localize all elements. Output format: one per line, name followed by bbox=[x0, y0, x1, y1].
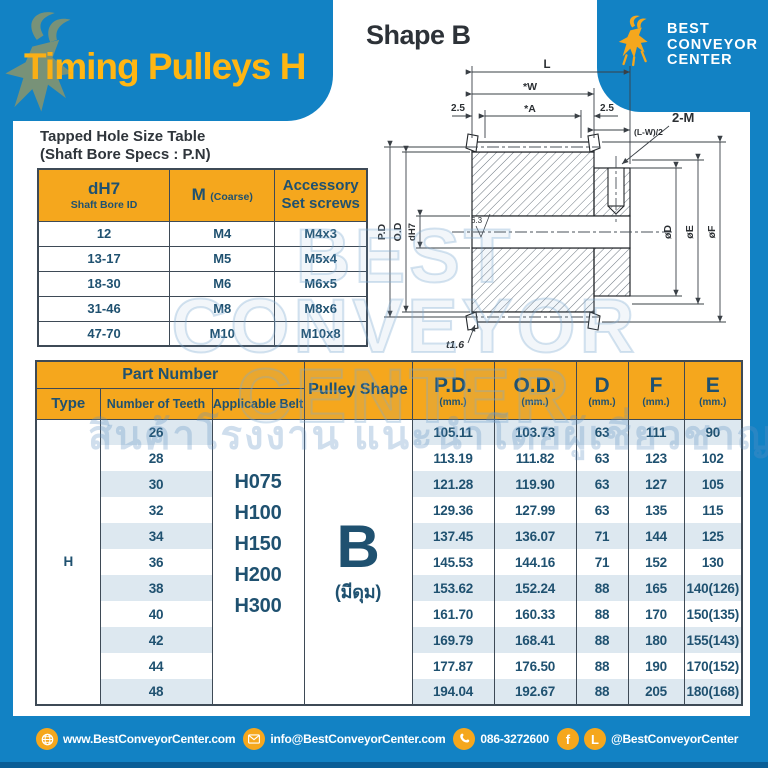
tapped-hole-size-table: dH7 Shaft Bore ID M (Coarse) Accessory S… bbox=[37, 168, 368, 347]
table-row: 12 M4 M4x3 bbox=[37, 220, 368, 247]
dim-l-label: L bbox=[543, 59, 550, 71]
table-row: 30 121.28 119.90 63 127 105 bbox=[36, 471, 743, 497]
pulley-spec-table: Part Number Pulley Shape P.D. (mm.) O.D.… bbox=[35, 360, 744, 706]
table-row: 28 113.19 111.82 63 123 102 bbox=[36, 445, 743, 471]
table-row: H 26 H075 H100 H150 H200 H300 B (มีดุม) … bbox=[35, 419, 743, 705]
line-icon: L bbox=[583, 728, 606, 750]
title-block: Timing Pulleys H bbox=[0, 0, 333, 121]
table-row: 44 177.87 176.50 88 190 170(152) bbox=[36, 653, 743, 679]
envelope-icon bbox=[243, 728, 266, 750]
logo-line-2: CONVEYOR bbox=[667, 36, 758, 53]
tapped-header-thread: M (Coarse) bbox=[169, 168, 276, 222]
logo-block: BEST CONVEYOR CENTER bbox=[597, 0, 768, 112]
logo-wordmark: BEST CONVEYOR CENTER bbox=[667, 21, 758, 69]
pitch-dia-label: P.D bbox=[376, 224, 388, 241]
right-frame-strip bbox=[750, 0, 768, 768]
table-row: 36 145.53 144.16 71 152 130 bbox=[36, 549, 743, 575]
table-row: 47-70 M10 M10x8 bbox=[37, 320, 368, 347]
table-row: 32 129.36 127.99 63 135 115 bbox=[36, 497, 743, 523]
phone-icon bbox=[453, 728, 476, 750]
surface-finish-label: 6.3 bbox=[471, 216, 483, 225]
type-header: Type bbox=[35, 388, 101, 420]
d-header: D (mm.) bbox=[575, 361, 629, 420]
footer-website: www.BestConveyorCenter.com bbox=[36, 728, 236, 750]
pulley-cross-section-diagram: L *W *A 2.5 2.5 (L-W)/2 2-M P.D O.D dH7 … bbox=[376, 59, 726, 351]
facebook-icon: f bbox=[556, 728, 579, 750]
logo-line-1: BEST bbox=[667, 21, 710, 37]
contact-footer: www.BestConveyorCenter.com info@BestConv… bbox=[0, 716, 768, 768]
f-header: F (mm.) bbox=[627, 361, 685, 420]
e-header: E (mm.) bbox=[683, 361, 743, 420]
tapped-table-title-line1: Tapped Hole Size Table bbox=[40, 128, 206, 145]
dia-e-label: øE bbox=[684, 225, 696, 238]
pulley-shape-header: Pulley Shape bbox=[303, 361, 413, 420]
belt-values-cell: H075 H100 H150 H200 H300 bbox=[211, 419, 305, 705]
logo-line-3: CENTER bbox=[667, 52, 733, 69]
part-number-header: Part Number bbox=[35, 361, 305, 389]
left-frame-strip bbox=[0, 0, 13, 768]
od-header: O.D. (mm.) bbox=[493, 361, 577, 420]
tapped-table-title-line2: (Shaft Bore Specs : P.N) bbox=[40, 146, 211, 164]
dim-w-label: *W bbox=[523, 81, 537, 93]
table-row: 13-17 M5 M5x4 bbox=[37, 245, 368, 272]
table-row: 18-30 M6 M6x5 bbox=[37, 270, 368, 297]
tapped-hole-label: 2-M bbox=[672, 110, 694, 125]
type-value-cell: H bbox=[35, 419, 101, 705]
flange-thickness-label: t1.6 bbox=[446, 339, 464, 351]
dim-a-label: *A bbox=[524, 103, 536, 115]
footer-email: info@BestConveyorCenter.com bbox=[243, 728, 446, 750]
footer-phone: 086-3272600 bbox=[453, 728, 549, 750]
pd-header: P.D. (mm.) bbox=[411, 361, 495, 420]
dia-d-label: øD bbox=[662, 225, 674, 239]
globe-icon bbox=[36, 728, 58, 750]
page-title: Timing Pulleys H bbox=[24, 46, 306, 87]
bore-dia-label: dH7 bbox=[407, 223, 418, 241]
goat-logo-icon bbox=[618, 15, 648, 67]
teeth-header: Number of Teeth bbox=[99, 388, 213, 420]
footer-bottom-strip bbox=[0, 762, 768, 768]
dia-f-label: øF bbox=[706, 225, 718, 238]
belt-header: Applicable Belt bbox=[211, 388, 305, 420]
outer-dia-label: O.D bbox=[392, 222, 404, 241]
table-row: 31-46 M8 M8x6 bbox=[37, 295, 368, 322]
tapped-table-title: Tapped Hole Size Table (Shaft Bore Specs… bbox=[40, 128, 211, 165]
dim-right-label: 2.5 bbox=[600, 103, 614, 114]
tapped-header-setscrew: Accessory Set screws bbox=[274, 168, 368, 222]
table-row: 40 161.70 160.33 88 170 150(135) bbox=[36, 601, 743, 627]
dim-left-label: 2.5 bbox=[451, 103, 465, 114]
shape-value-cell: B (มีดุม) bbox=[303, 419, 413, 705]
dim-lw2-label: (L-W)/2 bbox=[634, 127, 663, 137]
tapped-header-bore: dH7 Shaft Bore ID bbox=[37, 168, 171, 222]
shape-heading: Shape B bbox=[366, 20, 471, 50]
footer-social: f L @BestConveyorCenter bbox=[556, 728, 738, 750]
